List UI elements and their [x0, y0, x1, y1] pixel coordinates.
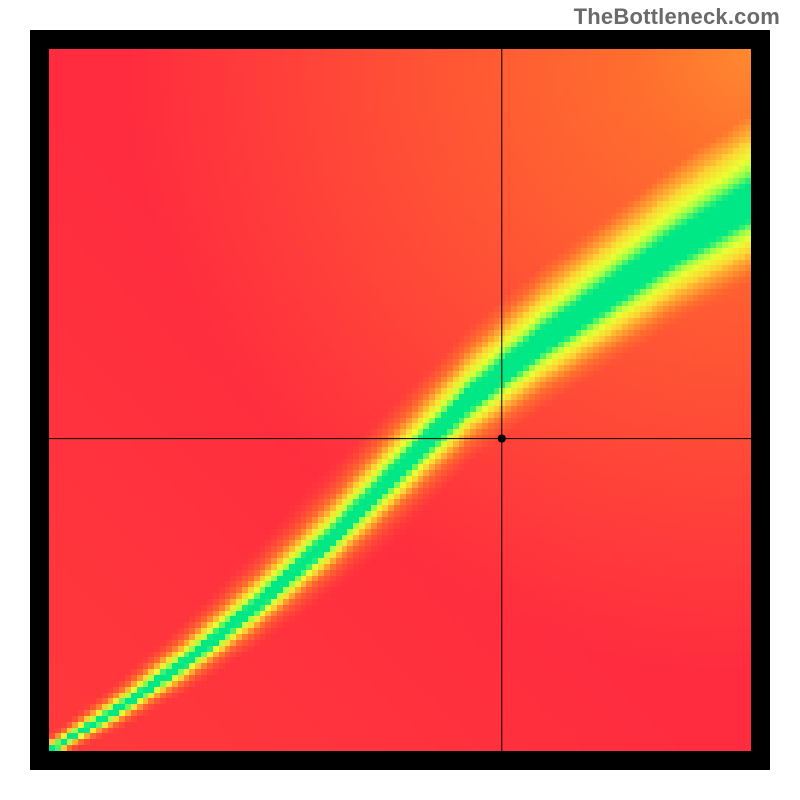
watermark-label: TheBottleneck.com: [574, 4, 780, 30]
heatmap-canvas: [30, 30, 770, 770]
bottleneck-heatmap: [30, 30, 770, 770]
